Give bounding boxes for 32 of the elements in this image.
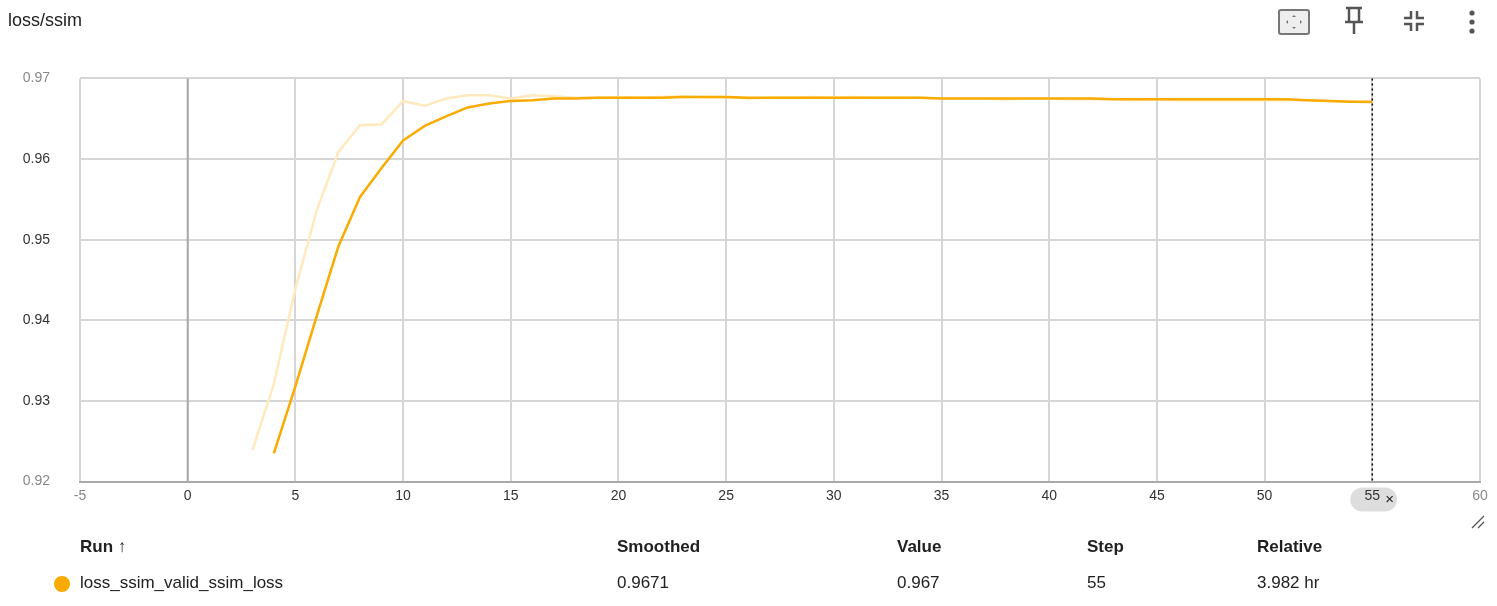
- text: Step: [1087, 537, 1124, 557]
- text: 0.9671: [617, 573, 669, 593]
- y-tick-label: 0.94: [22, 311, 51, 328]
- x-tick-label: 45: [1149, 486, 1165, 503]
- x-tick-label: 10: [395, 486, 412, 503]
- x-tick-label: 20: [610, 486, 627, 503]
- x-tick-label: 35: [933, 486, 950, 503]
- y-tick-label: 0.97: [22, 69, 51, 86]
- x-tick-label: 55: [1364, 486, 1381, 503]
- x-tick-label: 5: [291, 486, 300, 503]
- legend-label: loss_ssim_valid_ssim_loss: [80, 573, 284, 592]
- ref-line-label: ×: [1385, 489, 1395, 507]
- text: 3.982 hr: [1257, 573, 1320, 593]
- text: Smoothed: [617, 537, 701, 557]
- text: Run ↑: [80, 537, 127, 557]
- x-tick-label: 0: [183, 486, 192, 503]
- text: Value: [897, 537, 942, 557]
- x-tick-label: 50: [1256, 486, 1273, 503]
- y-tick-label: 0.95: [22, 230, 51, 247]
- x-tick-label: 40: [1041, 486, 1058, 503]
- text: Relative: [1257, 537, 1323, 557]
- y-tick-label: 0.93: [22, 391, 51, 408]
- y-tick-label: 0.92: [22, 472, 51, 489]
- x-tick-label: 15: [502, 486, 519, 503]
- chart-title: loss/ssim: [8, 10, 83, 31]
- text: 55: [1087, 573, 1106, 593]
- y-tick-label: 0.96: [22, 149, 51, 166]
- x-tick-label: 30: [826, 486, 842, 503]
- text: 0.967: [897, 573, 940, 593]
- x-tick-label: 60: [1472, 486, 1488, 503]
- x-tick-label: 25: [718, 486, 735, 503]
- x-tick-label: -5: [73, 486, 87, 503]
